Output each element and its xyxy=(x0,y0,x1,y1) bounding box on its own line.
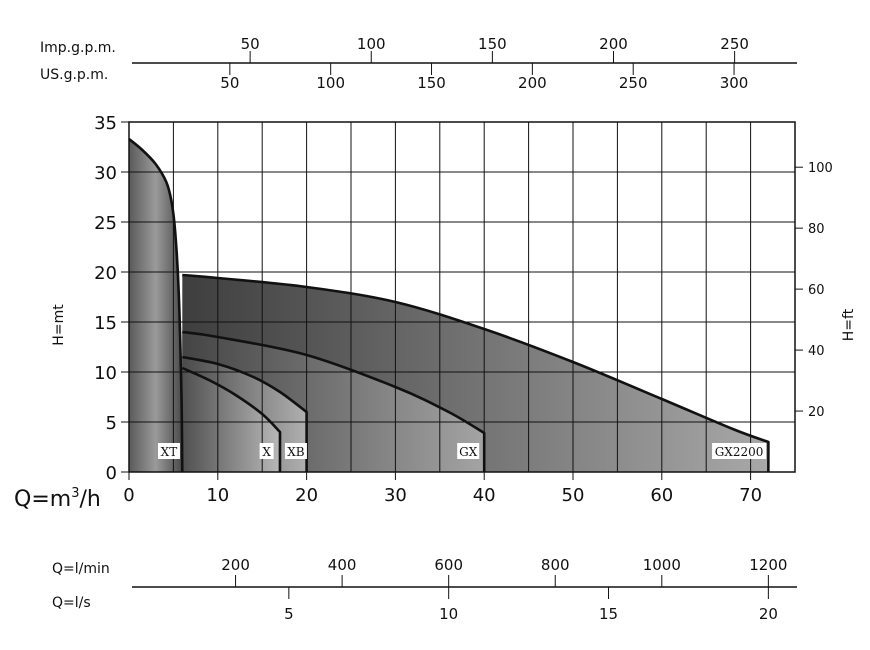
y-tick-label: 15 xyxy=(94,313,117,334)
ls-axis-label: Q=l/s xyxy=(52,595,91,611)
curve-label-bg xyxy=(457,443,480,459)
plot-frame xyxy=(128,121,796,473)
curve-label-gx2200: GX2200 xyxy=(715,445,764,459)
us-tick-label: 100 xyxy=(316,74,345,92)
y-tick-label: 30 xyxy=(94,163,117,184)
ls-ticks: 5 10 15 20 xyxy=(284,587,778,623)
lmin-tick-label: 600 xyxy=(434,556,463,574)
curve-label-xb: XB xyxy=(287,445,305,459)
x-axis-label-sup: 3 xyxy=(71,486,79,501)
imp-gpm-axis-label: Imp.g.p.m. xyxy=(40,40,116,56)
imp-gpm-ticks: 50 100 150 200 250 xyxy=(241,35,749,63)
y-tick-label: 10 xyxy=(94,363,117,384)
lmin-tick-label: 400 xyxy=(328,556,357,574)
curve-label-x: X xyxy=(262,445,271,459)
us-tick-label: 300 xyxy=(720,74,749,92)
right-tick-label: 40 xyxy=(808,344,825,359)
curve-xb xyxy=(182,355,308,472)
us-gpm-ticks: 50 100 150 200 250 300 xyxy=(220,63,748,92)
x-tick-label: 20 xyxy=(295,485,318,506)
y-axis-label-right: H=ft xyxy=(841,308,857,341)
area-x xyxy=(182,368,280,472)
curve-label-xt: XT xyxy=(161,445,178,459)
lmin-tick-label: 1200 xyxy=(749,556,787,574)
ls-tick-label: 10 xyxy=(439,605,458,623)
lmin-tick-label: 200 xyxy=(221,556,250,574)
us-tick-label: 250 xyxy=(619,74,648,92)
imp-tick-label: 150 xyxy=(478,35,507,53)
curve-outlines xyxy=(128,137,770,473)
right-tick-label: 60 xyxy=(808,283,825,298)
right-tick-label: 80 xyxy=(808,222,825,237)
ls-tick-label: 5 xyxy=(284,605,294,623)
us-gpm-axis-label: US.g.p.m. xyxy=(40,67,108,83)
curve-label-gx: GX xyxy=(459,445,478,459)
curve-xt xyxy=(128,137,184,473)
curve-gx xyxy=(182,330,486,472)
imp-tick-label: 50 xyxy=(241,35,260,53)
x-axis-label-base: Q=m xyxy=(14,487,71,512)
x-axis-label-main: Q=m3/h xyxy=(14,486,101,512)
curve-gx2200 xyxy=(182,273,770,473)
curve-label-bg xyxy=(259,443,274,459)
us-tick-label: 150 xyxy=(417,74,446,92)
imp-tick-label: 100 xyxy=(357,35,386,53)
right-axis-ticks: 20 40 60 80 100 xyxy=(795,161,833,420)
y-tick-label: 35 xyxy=(94,113,117,134)
curve-labels: XT GX2200 GX XB X xyxy=(157,443,767,459)
lmin-tick-label: 1000 xyxy=(643,556,681,574)
us-tick-label: 50 xyxy=(220,74,239,92)
y-tick-label: 0 xyxy=(106,463,117,484)
x-tick-label: 30 xyxy=(384,485,407,506)
curve-x xyxy=(181,366,282,473)
lmin-tick-label: 800 xyxy=(541,556,570,574)
lmin-ticks: 200 400 600 800 1000 1200 xyxy=(221,556,787,587)
y-tick-label: 5 xyxy=(106,413,117,434)
ls-tick-label: 20 xyxy=(759,605,778,623)
x-tick-label: 50 xyxy=(562,485,585,506)
x-axis-ticks: 0 10 20 30 40 50 60 70 xyxy=(123,472,762,506)
y-axis-ticks: 0 5 10 15 20 25 30 35 xyxy=(94,113,129,484)
x-tick-label: 40 xyxy=(473,485,496,506)
ls-tick-label: 15 xyxy=(599,605,618,623)
imp-tick-label: 250 xyxy=(720,35,749,53)
y-tick-label: 20 xyxy=(94,263,117,284)
x-tick-label: 70 xyxy=(739,485,762,506)
lmin-axis-label: Q=l/min xyxy=(52,561,110,577)
grid xyxy=(129,122,795,472)
right-tick-label: 20 xyxy=(808,405,825,420)
x-axis-label-tail: /h xyxy=(79,487,100,512)
imp-tick-label: 200 xyxy=(599,35,628,53)
us-tick-label: 200 xyxy=(518,74,547,92)
y-tick-label: 25 xyxy=(94,213,117,234)
curve-label-bg xyxy=(712,443,767,459)
x-tick-label: 10 xyxy=(206,485,229,506)
curve-label-bg xyxy=(157,443,180,459)
x-tick-label: 0 xyxy=(123,485,134,506)
y-axis-label-left: H=mt xyxy=(51,304,67,346)
right-tick-label: 100 xyxy=(808,161,833,176)
curve-label-bg xyxy=(284,443,307,459)
x-tick-label: 60 xyxy=(650,485,673,506)
